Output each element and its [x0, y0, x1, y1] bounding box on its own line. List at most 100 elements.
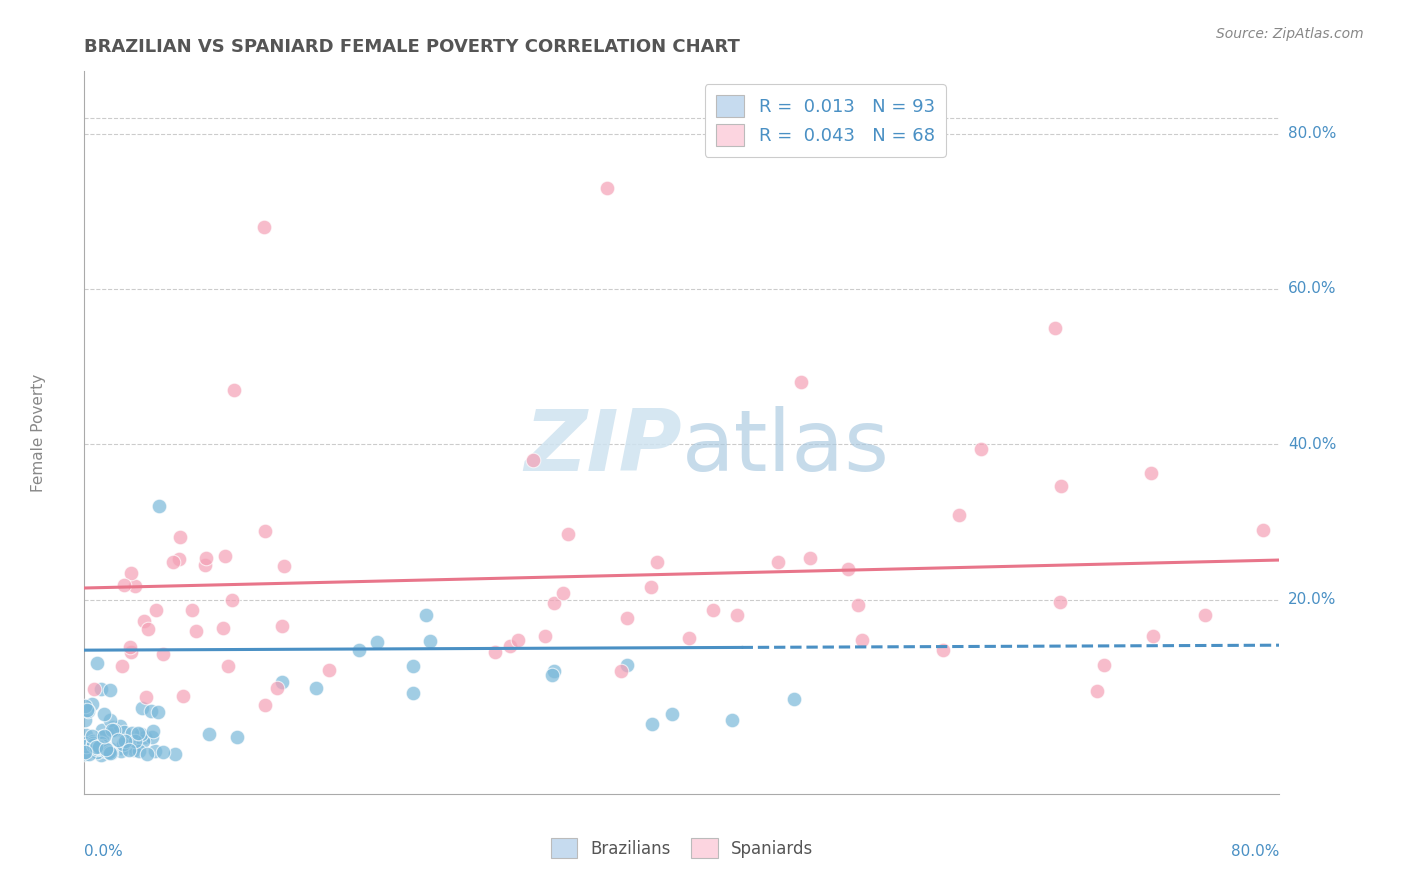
- Point: [184, 624, 207, 638]
- Point: [86, 742, 108, 756]
- Point: [1251, 523, 1274, 537]
- Point: [75, 728, 97, 742]
- Point: [101, 723, 124, 737]
- Point: [181, 603, 204, 617]
- Point: [1140, 466, 1163, 480]
- Point: [94, 741, 117, 756]
- Point: [120, 640, 142, 655]
- Point: [87, 740, 110, 755]
- Text: 80.0%: 80.0%: [1288, 126, 1336, 141]
- Point: [499, 639, 522, 653]
- Point: [135, 690, 157, 704]
- Point: [100, 747, 122, 761]
- Point: [122, 743, 145, 757]
- Point: [217, 659, 239, 673]
- Point: [124, 734, 146, 748]
- Point: [768, 555, 790, 569]
- Point: [318, 664, 340, 678]
- Point: [89, 739, 111, 754]
- Text: 60.0%: 60.0%: [1288, 281, 1336, 296]
- Point: [82, 733, 104, 747]
- Point: [120, 566, 142, 580]
- Point: [121, 645, 143, 659]
- Point: [851, 633, 873, 648]
- Point: [678, 631, 700, 645]
- Point: [135, 747, 157, 761]
- Text: 40.0%: 40.0%: [1288, 437, 1336, 451]
- Point: [347, 643, 370, 657]
- Text: 0.0%: 0.0%: [84, 845, 124, 860]
- Point: [783, 692, 806, 706]
- Point: [114, 736, 136, 750]
- Point: [77, 747, 100, 761]
- Point: [616, 658, 638, 673]
- Point: [271, 675, 294, 690]
- Point: [790, 375, 813, 389]
- Point: [110, 740, 132, 755]
- Point: [222, 383, 245, 397]
- Point: [142, 723, 165, 738]
- Point: [1094, 658, 1116, 673]
- Point: [75, 735, 97, 749]
- Point: [1049, 594, 1071, 608]
- Point: [226, 730, 249, 744]
- Point: [506, 633, 529, 648]
- Point: [484, 645, 506, 659]
- Point: [118, 742, 141, 756]
- Point: [94, 744, 117, 758]
- Point: [93, 729, 115, 743]
- Point: [75, 745, 97, 759]
- Point: [111, 659, 134, 673]
- Point: [169, 530, 191, 544]
- Point: [93, 739, 115, 753]
- Point: [73, 713, 96, 727]
- Point: [76, 702, 98, 716]
- Point: [402, 659, 425, 673]
- Point: [366, 635, 388, 649]
- Text: Source: ZipAtlas.com: Source: ZipAtlas.com: [1216, 27, 1364, 41]
- Point: [645, 555, 668, 569]
- Point: [418, 633, 440, 648]
- Point: [128, 744, 150, 758]
- Point: [86, 739, 108, 754]
- Point: [837, 561, 859, 575]
- Point: [112, 725, 135, 739]
- Point: [253, 524, 276, 539]
- Point: [108, 719, 131, 733]
- Point: [543, 596, 565, 610]
- Point: [402, 686, 425, 700]
- Point: [616, 611, 638, 625]
- Point: [932, 643, 955, 657]
- Point: [86, 745, 108, 759]
- Point: [82, 736, 104, 750]
- Text: BRAZILIAN VS SPANIARD FEMALE POVERTY CORRELATION CHART: BRAZILIAN VS SPANIARD FEMALE POVERTY COR…: [84, 38, 740, 56]
- Point: [91, 742, 114, 756]
- Point: [114, 734, 136, 748]
- Point: [83, 738, 105, 752]
- Point: [543, 664, 565, 678]
- Point: [141, 704, 163, 718]
- Point: [522, 452, 544, 467]
- Text: ZIP: ZIP: [524, 406, 682, 489]
- Point: [1045, 320, 1067, 334]
- Point: [112, 578, 135, 592]
- Point: [641, 717, 664, 731]
- Point: [98, 713, 121, 727]
- Point: [162, 555, 184, 569]
- Point: [725, 607, 748, 622]
- Point: [148, 500, 170, 514]
- Point: [165, 747, 187, 761]
- Point: [271, 619, 294, 633]
- Point: [90, 747, 112, 762]
- Point: [212, 621, 235, 635]
- Point: [194, 558, 217, 572]
- Point: [80, 729, 103, 743]
- Point: [167, 552, 190, 566]
- Point: [253, 219, 276, 234]
- Point: [107, 733, 129, 747]
- Point: [1194, 607, 1216, 622]
- Point: [970, 442, 993, 457]
- Point: [141, 731, 163, 745]
- Point: [134, 730, 156, 744]
- Point: [596, 181, 619, 195]
